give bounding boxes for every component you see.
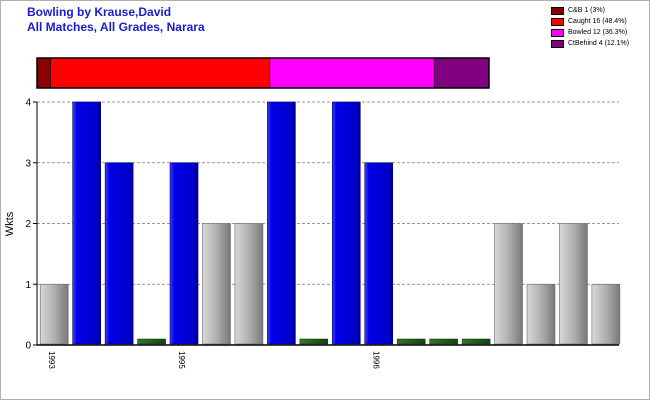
bar-no-wicket [559, 223, 588, 345]
breakdown-segment-ctbehind [433, 57, 490, 89]
x-ticks: 1993 1995 1996 [47, 351, 381, 369]
y-ticks: 0 1 2 3 4 [25, 98, 37, 352]
bar-zero [137, 338, 166, 345]
breakdown-segment-caught [50, 57, 271, 89]
legend-swatch-ctbehind [551, 40, 564, 48]
bar-zero [461, 338, 491, 345]
legend-label-bowled: Bowled 12 (36.3%) [568, 29, 628, 36]
y-tick-label: 2 [25, 219, 31, 230]
legend-label-ctbehind: CtBehind 4 (12.1%) [568, 40, 630, 47]
bar-no-wicket [202, 223, 231, 345]
legend-swatch-caught [551, 18, 564, 26]
chart-title: Bowling by Krause,David [27, 5, 172, 19]
bar-wickets [169, 162, 199, 345]
x-tick-label: 1993 [47, 351, 56, 369]
bar-wickets [331, 101, 361, 345]
breakdown-segment-cb [36, 57, 51, 89]
breakdown-segment-bowled [269, 57, 435, 89]
bar-zero [299, 338, 329, 345]
y-tick-label: 0 [25, 341, 31, 352]
bar-no-wicket [526, 283, 556, 345]
bars-group [39, 101, 621, 345]
dismissal-breakdown-bar [36, 57, 490, 89]
x-tick-label: 1996 [372, 351, 381, 369]
bar-wickets [364, 162, 394, 345]
y-tick-label: 3 [25, 158, 31, 169]
y-tick-label: 4 [25, 98, 31, 109]
bar-zero [429, 338, 458, 345]
bar-no-wicket [494, 223, 523, 345]
legend-swatch-candb [551, 7, 564, 15]
bar-no-wicket [234, 223, 264, 345]
bar-wickets [267, 101, 296, 345]
breakdown-outline [36, 57, 490, 89]
legend-swatch-bowled [551, 29, 564, 37]
y-tick-label: 1 [25, 280, 31, 291]
chart-subtitle: All Matches, All Grades, Narara [27, 20, 205, 34]
bar-wickets [104, 162, 134, 345]
bar-no-wicket [591, 283, 621, 345]
legend-label-candb: C&B 1 (3%) [568, 7, 605, 14]
bar-zero [396, 338, 426, 345]
bar-wickets [72, 101, 101, 345]
legend-label-caught: Caught 16 (48.4%) [568, 18, 627, 25]
x-tick-label: 1995 [177, 351, 186, 369]
bar-no-wicket [39, 283, 69, 345]
y-axis-label: Wkts [4, 211, 16, 236]
